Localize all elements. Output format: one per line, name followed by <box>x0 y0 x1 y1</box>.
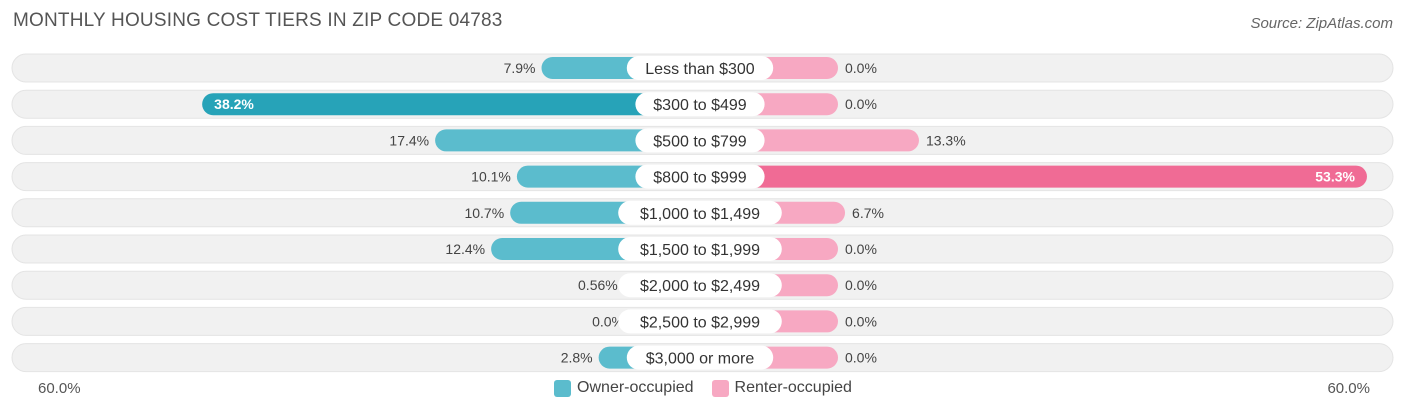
owner-value-label: 38.2% <box>214 96 254 112</box>
renter-bar <box>700 165 1367 188</box>
owner-value-label: 10.1% <box>471 169 511 185</box>
source-note: Source: ZipAtlas.com <box>1250 15 1393 32</box>
category-pill <box>618 309 782 334</box>
owner-value-label: 0.56% <box>578 277 618 293</box>
legend-item-renter: Renter-occupied <box>711 379 852 397</box>
legend-swatch-renter <box>711 379 729 397</box>
legend-swatch-owner <box>554 379 572 397</box>
owner-value-label: 17.4% <box>389 132 429 148</box>
category-label: $1,000 to $1,499 <box>640 206 760 223</box>
owner-value-label: 0.0% <box>592 313 624 329</box>
renter-value-label: 0.0% <box>845 313 877 329</box>
renter-value-label: 0.0% <box>845 277 877 293</box>
renter-value-label: 0.0% <box>845 96 877 112</box>
category-pill <box>618 237 782 261</box>
renter-value-label: 6.7% <box>852 205 884 221</box>
renter-value-label: 53.3% <box>1315 169 1355 185</box>
category-label: $300 to $499 <box>653 97 747 114</box>
category-pill <box>635 164 765 189</box>
axis-right-label: 60.0% <box>1327 380 1370 397</box>
chart-title: MONTHLY HOUSING COST TIERS IN ZIP CODE 0… <box>13 10 503 31</box>
category-label: $2,500 to $2,999 <box>640 314 760 331</box>
renter-value-label: 13.3% <box>926 132 966 148</box>
owner-bar <box>202 93 700 116</box>
axis-left-label: 60.0% <box>38 380 81 397</box>
renter-value-label: 0.0% <box>845 350 877 366</box>
category-pill <box>618 200 782 225</box>
owner-value-label: 12.4% <box>445 241 485 257</box>
legend-item-owner: Owner-occupied <box>554 379 694 397</box>
legend-label-renter: Renter-occupied <box>734 379 852 396</box>
legend-label-owner: Owner-occupied <box>577 379 694 396</box>
owner-bar <box>435 129 700 152</box>
category-pill <box>635 92 765 117</box>
category-pill <box>626 56 774 80</box>
category-pill <box>618 273 782 298</box>
owner-value-label: 2.8% <box>561 350 593 366</box>
category-label: $500 to $799 <box>653 133 747 150</box>
category-label: $2,000 to $2,499 <box>640 278 760 295</box>
owner-value-label: 7.9% <box>504 60 536 76</box>
category-label: $3,000 or more <box>646 351 755 368</box>
category-label: $1,500 to $1,999 <box>640 242 760 259</box>
category-label: $800 to $999 <box>653 170 747 187</box>
renter-value-label: 0.0% <box>845 241 877 257</box>
category-label: Less than $300 <box>645 61 755 78</box>
legend: Owner-occupied Renter-occupied <box>0 379 1406 397</box>
owner-value-label: 10.7% <box>464 205 504 221</box>
category-pill <box>635 128 765 153</box>
category-pill <box>626 345 774 370</box>
renter-value-label: 0.0% <box>845 60 877 76</box>
